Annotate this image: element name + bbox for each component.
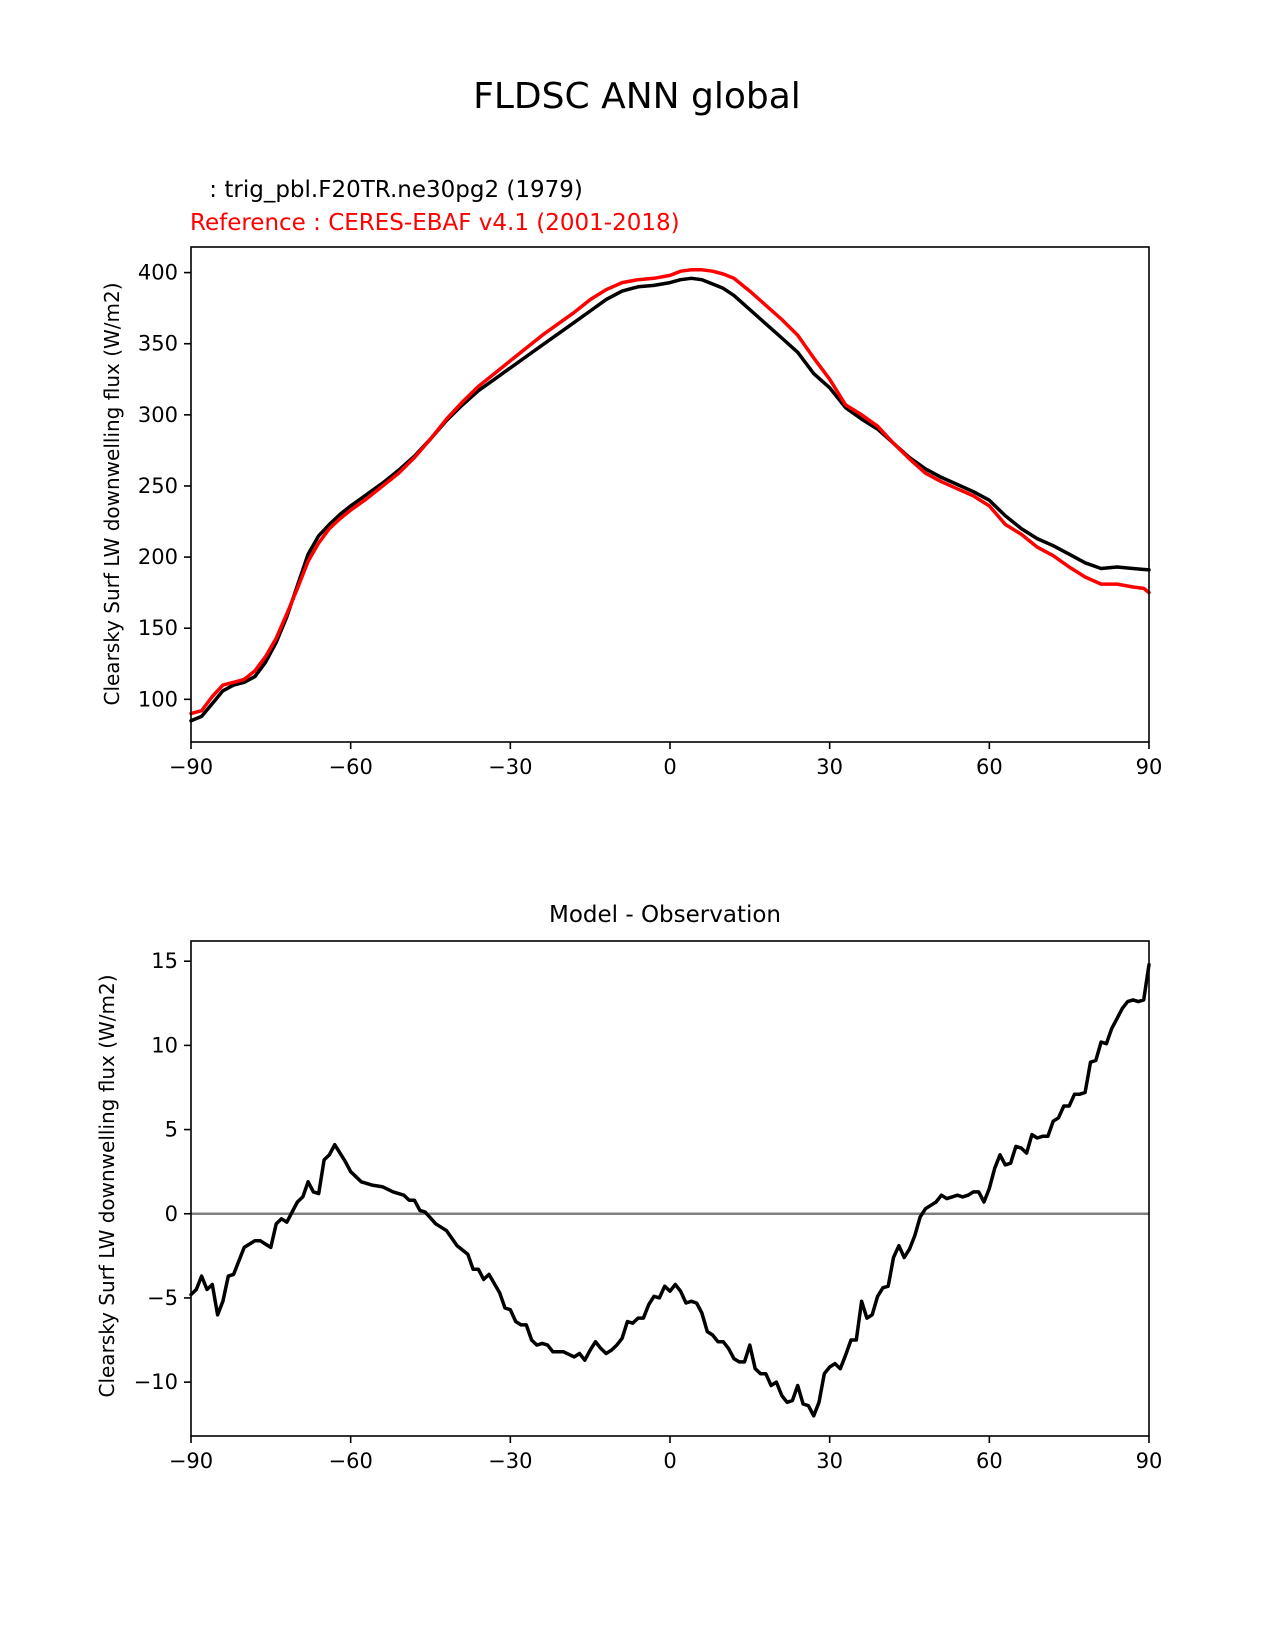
bottom-panel-title: Model - Observation xyxy=(549,902,781,928)
y-tick-label: 100 xyxy=(138,687,178,711)
x-tick-label: 0 xyxy=(663,755,676,779)
y-tick-label: 0 xyxy=(165,1202,178,1226)
axes-frame xyxy=(190,940,1150,1437)
bottom-y-axis-label: Clearsky Surf LW downwelling flux (W/m2) xyxy=(95,974,119,1397)
x-tick-label: −30 xyxy=(488,755,532,779)
bottom-plot-area: −90 −60 −30 0 30 60 90 −10 −5 0 5 10 15 xyxy=(134,940,1163,1473)
x-tick-label: −90 xyxy=(169,1449,213,1473)
y-tick-label: 5 xyxy=(165,1118,178,1142)
y-tick-label: 250 xyxy=(138,474,178,498)
x-tick-label: −30 xyxy=(488,1449,532,1473)
x-tick-label: −60 xyxy=(329,755,373,779)
y-tick-label: 150 xyxy=(138,616,178,640)
top-y-axis-label: Clearsky Surf LW downwelling flux (W/m2) xyxy=(100,282,124,705)
x-tick-label: 30 xyxy=(816,755,843,779)
test-model-line xyxy=(189,276,1151,723)
x-tick-label: 0 xyxy=(663,1449,676,1473)
reference-case-label: Reference : CERES-EBAF v4.1 (2001-2018) xyxy=(190,210,680,236)
reference-observation-line xyxy=(189,268,1151,716)
y-tick-label: 350 xyxy=(138,332,178,356)
y-tick-label: 15 xyxy=(151,949,178,973)
figure-title: FLDSC ANN global xyxy=(473,76,801,117)
top-plot-area: −90 −60 −30 0 30 60 90 100 150 200 250 300 350 400 xyxy=(138,246,1163,779)
model-minus-observation-line xyxy=(189,962,1151,1418)
y-tick-label: −10 xyxy=(134,1370,178,1394)
x-tick-label: 60 xyxy=(976,755,1003,779)
y-tick-label: 400 xyxy=(138,261,178,285)
x-tick-label: −60 xyxy=(329,1449,373,1473)
y-tick-label: 10 xyxy=(151,1033,178,1057)
y-tick-label: 300 xyxy=(138,403,178,427)
test-case-label: : trig_pbl.F20TR.ne30pg2 (1979) xyxy=(202,177,583,203)
x-tick-label: −90 xyxy=(169,755,213,779)
x-tick-label: 90 xyxy=(1136,755,1163,779)
x-tick-label: 90 xyxy=(1136,1449,1163,1473)
x-tick-label: 60 xyxy=(976,1449,1003,1473)
y-tick-label: 200 xyxy=(138,545,178,569)
bottom-panel: Model - Observation −90 −60 −30 0 30 60 90−10−… xyxy=(95,902,1162,1473)
y-tick-label: −5 xyxy=(147,1286,178,1310)
axes-frame xyxy=(190,246,1150,743)
top-panel: : trig_pbl.F20TR.ne30pg2 (1979) Referenc… xyxy=(100,177,1162,779)
x-tick-label: 30 xyxy=(816,1449,843,1473)
